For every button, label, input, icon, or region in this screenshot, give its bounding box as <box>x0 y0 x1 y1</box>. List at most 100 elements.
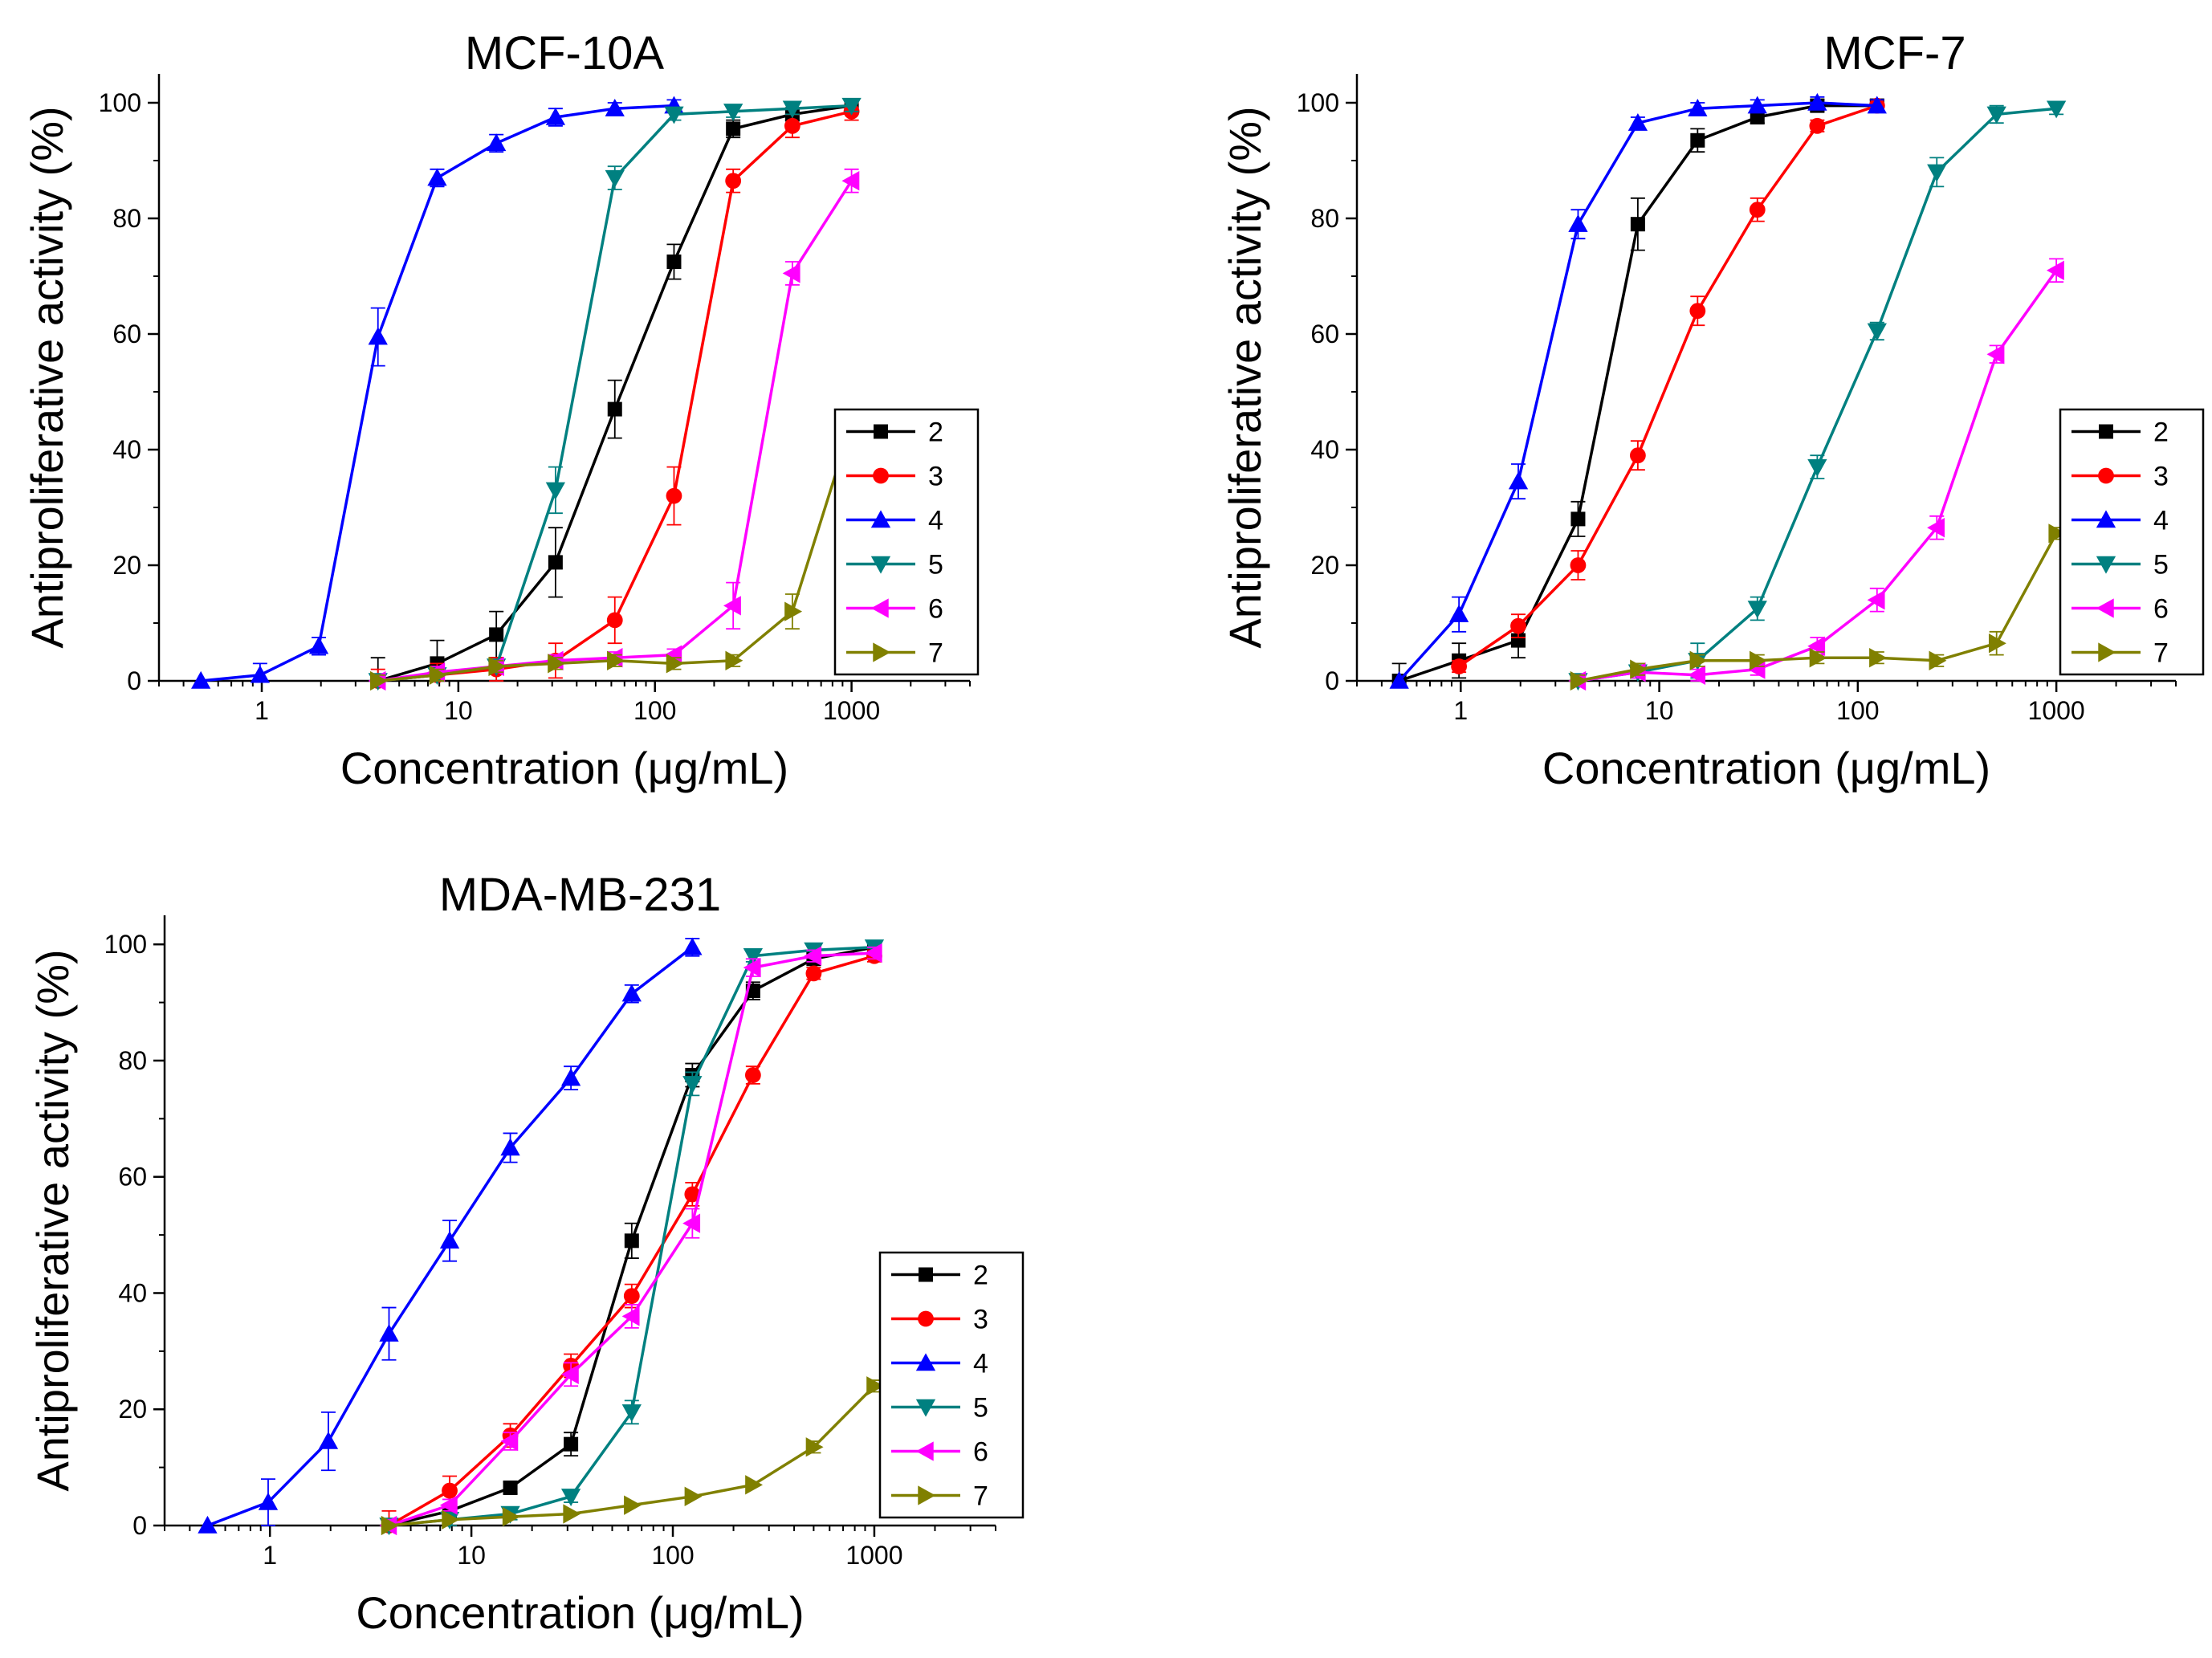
data-point <box>624 1233 639 1249</box>
data-point <box>623 1288 640 1304</box>
y-tick-label: 80 <box>118 1046 147 1075</box>
data-point <box>2046 100 2067 119</box>
chart-panel-3: 0 20 40 60 80 100 1 10 100 1000 Concentration (μg/… <box>27 869 1025 1638</box>
data-point <box>743 957 761 978</box>
data-point <box>500 1431 519 1452</box>
data-point <box>805 1437 824 1457</box>
data-point <box>381 1515 399 1536</box>
data-point <box>1807 458 1827 477</box>
data-point <box>1929 650 1947 670</box>
data-point <box>560 1364 579 1384</box>
data-point <box>1869 648 1887 668</box>
data-point <box>545 482 566 500</box>
x-tick-label: 1 <box>263 1541 277 1570</box>
chart-title: MCF-7 <box>1823 27 1966 79</box>
data-point <box>429 665 447 685</box>
data-point <box>605 99 625 116</box>
data-point <box>1867 323 1887 341</box>
legend-label-2: 2 <box>973 1261 988 1291</box>
data-point <box>1750 110 1765 124</box>
legend: 2 3 4 5 6 7 <box>2059 408 2205 676</box>
data-point <box>684 1186 701 1203</box>
x-axis-label: Concentration (μg/mL) <box>1542 743 1990 793</box>
y-tick-label: 20 <box>118 1395 147 1424</box>
y-tick-label: 100 <box>1297 88 1339 117</box>
data-point <box>368 327 388 345</box>
data-point <box>666 255 682 269</box>
data-point <box>545 107 566 125</box>
data-point <box>1510 617 1526 634</box>
data-point <box>1988 633 2006 654</box>
data-point <box>782 100 803 119</box>
data-point <box>743 947 764 966</box>
data-point <box>1451 658 1468 674</box>
data-point <box>1627 113 1648 131</box>
data-point <box>682 1213 701 1233</box>
data-point <box>1809 117 1826 134</box>
series-line-5 <box>1578 107 2057 682</box>
x-tick-label: 10 <box>444 696 473 725</box>
y-tick-label: 80 <box>112 204 141 233</box>
data-point <box>1389 670 1409 689</box>
data-point <box>2048 523 2067 544</box>
y-tick-label: 40 <box>112 435 141 464</box>
legend-label-6: 6 <box>2153 594 2169 625</box>
legend-label-5: 5 <box>928 550 943 581</box>
series-line-3 <box>1458 104 1878 668</box>
data-point <box>1689 303 1706 320</box>
chart-title: MCF-10A <box>465 27 664 79</box>
legend-label-3: 3 <box>2153 462 2169 492</box>
legend-box <box>833 408 980 676</box>
data-point <box>726 121 741 136</box>
data-point <box>191 670 211 689</box>
y-tick-label: 60 <box>112 320 141 348</box>
data-point <box>621 1404 642 1423</box>
y-tick-label: 60 <box>118 1163 147 1192</box>
x-tick-label: 10 <box>457 1541 486 1570</box>
data-point <box>621 984 642 1002</box>
legend-label-7: 7 <box>973 1481 988 1512</box>
y-tick-label: 60 <box>1310 320 1339 348</box>
legend-marker-6 <box>2096 598 2114 618</box>
data-point <box>1867 96 1887 114</box>
series-line-2 <box>1399 104 1877 682</box>
data-point <box>250 665 271 683</box>
data-point <box>664 106 684 124</box>
legend-marker-7 <box>2098 642 2116 662</box>
data-point <box>723 596 741 616</box>
data-point <box>866 1376 885 1396</box>
data-point <box>805 965 822 982</box>
data-point <box>370 670 388 691</box>
legend-marker-6 <box>915 1441 934 1461</box>
data-point <box>725 650 743 670</box>
y-tick-label: 0 <box>132 1511 147 1540</box>
data-point <box>1688 665 1706 685</box>
data-point <box>198 1515 218 1534</box>
data-point <box>379 1323 399 1342</box>
x-tick-label: 1 <box>255 696 269 725</box>
data-point <box>258 1492 279 1510</box>
data-point <box>864 943 882 963</box>
data-point <box>1629 447 1646 464</box>
data-point <box>488 656 507 677</box>
y-tick-label: 40 <box>118 1278 147 1307</box>
y-tick-label: 100 <box>104 930 147 959</box>
series-5 <box>1568 100 2067 691</box>
legend-label-4: 4 <box>2153 506 2169 536</box>
y-tick-label: 20 <box>1310 551 1339 580</box>
series-4 <box>191 96 684 689</box>
series-line-4 <box>1398 101 1877 682</box>
data-point <box>487 133 507 152</box>
series-7 <box>370 411 862 691</box>
data-point <box>439 1495 458 1515</box>
data-point <box>318 1431 339 1449</box>
x-tick-label: 100 <box>1836 696 1879 725</box>
y-tick-label: 0 <box>127 666 141 695</box>
legend-marker-4 <box>870 510 891 528</box>
data-point <box>308 636 329 654</box>
legend-label-5: 5 <box>2153 550 2169 581</box>
data-point <box>666 487 682 504</box>
y-tick-label: 40 <box>1310 435 1339 464</box>
data-point <box>782 263 800 283</box>
